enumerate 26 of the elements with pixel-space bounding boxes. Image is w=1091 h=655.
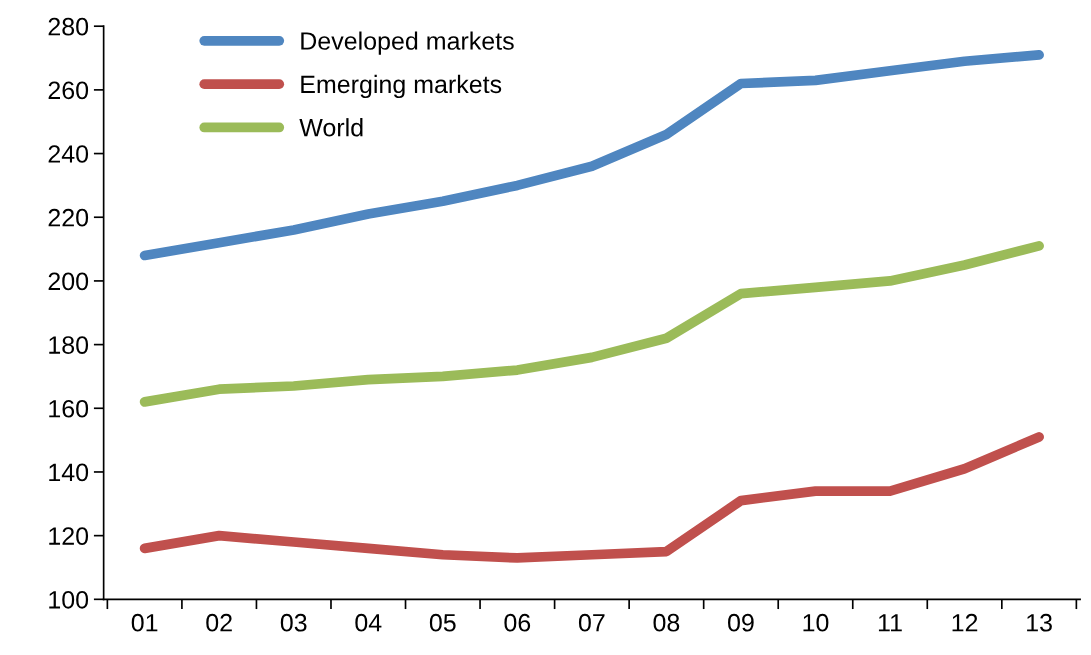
x-tick-label: 07 xyxy=(578,613,605,632)
x-tick-label: 02 xyxy=(206,613,232,632)
y-tick-label: 140 xyxy=(49,463,89,482)
x-tick-label: 06 xyxy=(504,613,531,632)
legend-label: Developed markets xyxy=(301,31,514,55)
y-tick-label: 180 xyxy=(49,336,89,354)
x-tick-label: 13 xyxy=(1027,613,1052,632)
y-tick-label: 280 xyxy=(48,17,89,36)
x-tick-label: 01 xyxy=(131,613,158,632)
y-tick-label: 160 xyxy=(49,399,89,418)
x-tick-label: 09 xyxy=(728,613,754,632)
x-tick-label: 11 xyxy=(878,614,902,632)
legend-label: World xyxy=(299,118,363,137)
x-tick-label: 12 xyxy=(952,613,978,632)
y-tick-label: 240 xyxy=(48,145,89,163)
x-tick-label: 05 xyxy=(429,613,456,632)
legend-label: Emerging markets xyxy=(301,74,502,99)
y-tick-label: 260 xyxy=(48,81,89,100)
x-tick-label: 03 xyxy=(280,613,307,632)
x-tick-label: 08 xyxy=(653,613,680,632)
y-tick-label: 100 xyxy=(49,590,89,609)
y-tick-label: 220 xyxy=(48,208,89,227)
y-tick-label: 200 xyxy=(48,272,89,291)
x-tick-label: 10 xyxy=(803,613,829,632)
x-tick-label: 04 xyxy=(355,613,382,632)
y-tick-label: 120 xyxy=(49,527,89,545)
